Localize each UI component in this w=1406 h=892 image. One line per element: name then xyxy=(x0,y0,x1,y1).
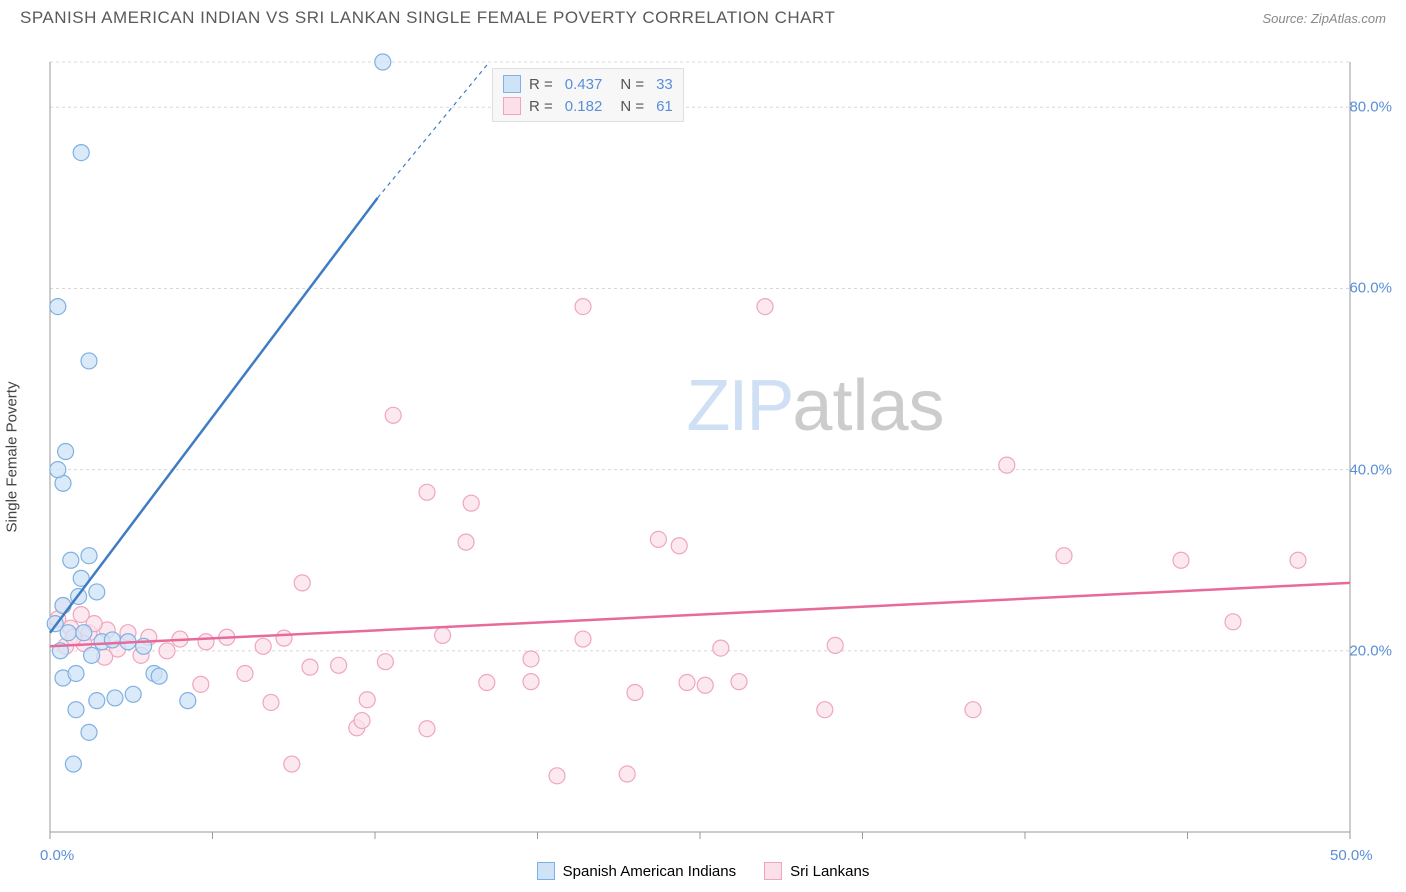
legend-series: Spanish American Indians Sri Lankans xyxy=(0,862,1406,880)
x-tick-label: 0.0% xyxy=(40,847,74,864)
legend-item-sai: Spanish American Indians xyxy=(537,862,736,880)
y-tick-label: 20.0% xyxy=(1349,642,1392,659)
y-tick-label: 40.0% xyxy=(1349,461,1392,478)
legend-item-sl: Sri Lankans xyxy=(764,862,869,880)
scatter-plot-svg xyxy=(0,32,1406,882)
chart-source: Source: ZipAtlas.com xyxy=(1262,11,1386,26)
legend-swatch-sai-bottom xyxy=(537,862,555,880)
y-tick-label: 80.0% xyxy=(1349,99,1392,116)
legend-swatch-sl xyxy=(503,97,521,115)
x-tick-label: 50.0% xyxy=(1330,847,1373,864)
chart-title: SPANISH AMERICAN INDIAN VS SRI LANKAN SI… xyxy=(20,8,835,28)
chart-header: SPANISH AMERICAN INDIAN VS SRI LANKAN SI… xyxy=(0,0,1406,32)
legend-swatch-sai xyxy=(503,75,521,93)
legend-swatch-sl-bottom xyxy=(764,862,782,880)
chart-container: Single Female Poverty ZIPatlas R = 0.437… xyxy=(0,32,1406,882)
y-tick-label: 60.0% xyxy=(1349,280,1392,297)
legend-stats: R = 0.437 N = 33 R = 0.182 N = 61 xyxy=(492,68,684,122)
legend-stats-row-sai: R = 0.437 N = 33 xyxy=(503,73,673,95)
legend-stats-row-sl: R = 0.182 N = 61 xyxy=(503,95,673,117)
